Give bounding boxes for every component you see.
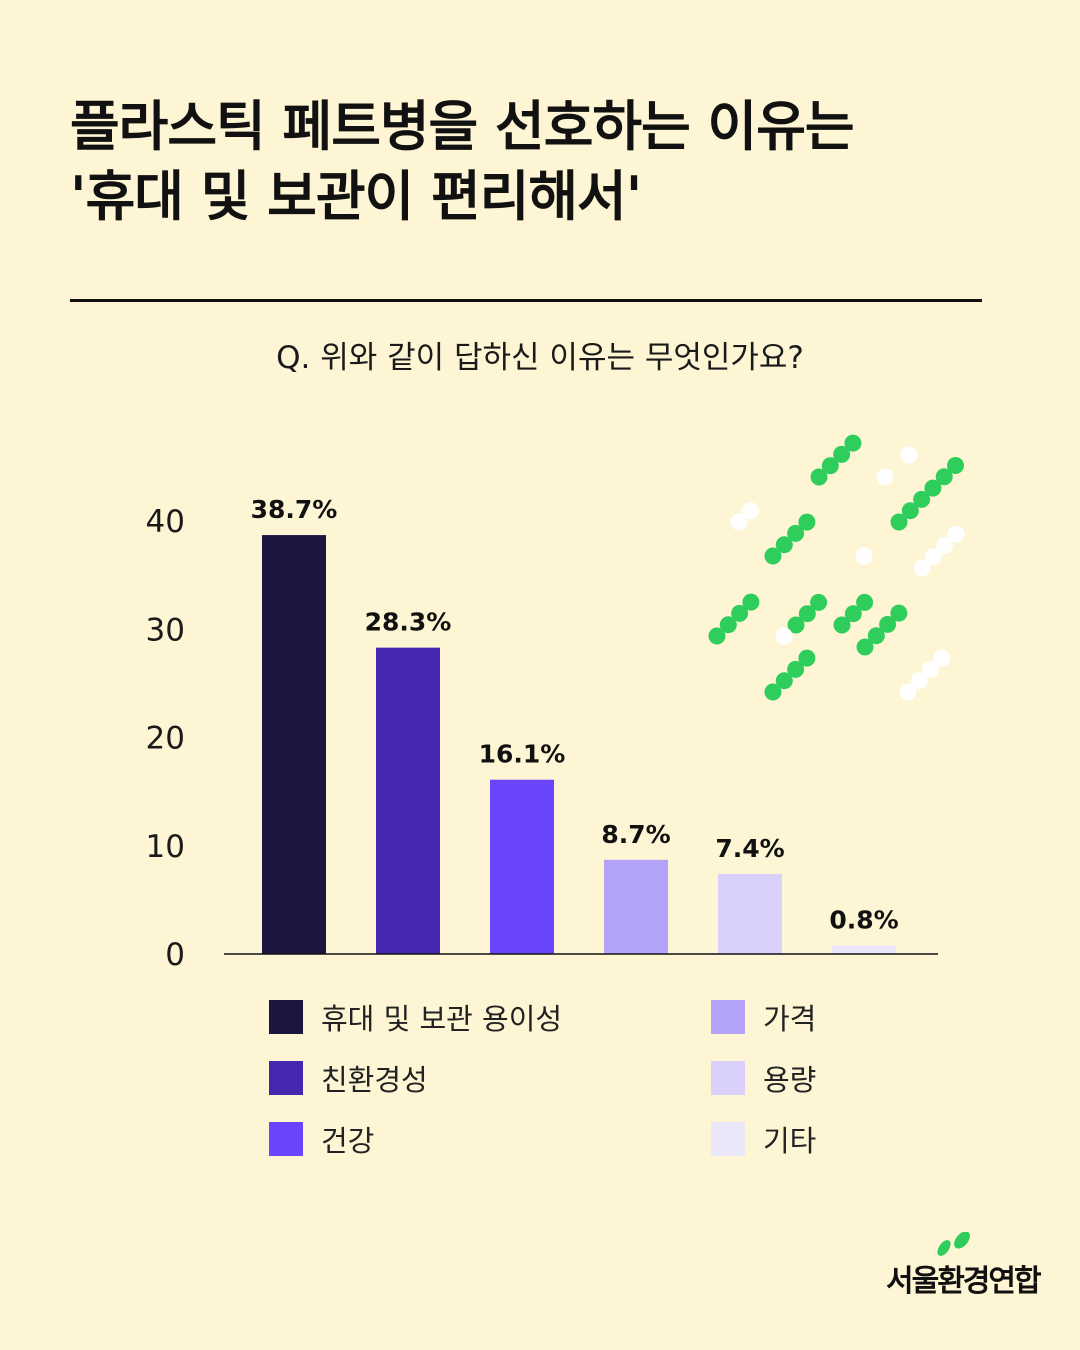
decor-dot-32 [730, 513, 748, 531]
legend-item-0: 휴대 및 보관 용이성 [269, 999, 563, 1036]
legend-label: 가격 [763, 1002, 817, 1036]
legend-swatch [711, 1122, 745, 1156]
decor-dot-11 [742, 593, 760, 611]
decor-dot-34 [876, 468, 894, 486]
legend-item-2: 건강 [269, 1121, 375, 1158]
bar-0 [262, 535, 326, 954]
decor-dot-25 [890, 604, 908, 622]
decor-dot-28 [913, 490, 931, 508]
decor-dot-4 [764, 547, 782, 565]
logo-text: 서울환경연합 [886, 1264, 1042, 1299]
decor-dot-35 [900, 446, 918, 464]
decor-dot-7 [798, 513, 816, 531]
bar-3 [604, 859, 668, 954]
decor-dot-36 [855, 547, 873, 565]
decor-dot-19 [833, 616, 851, 634]
title-divider [70, 299, 982, 302]
decor-dot-26 [890, 513, 908, 531]
title-line-2: '휴대 및 보관이 편리해서' [70, 165, 642, 228]
survey-question: Q. 위와 같이 답하신 이유는 무엇인가요? [276, 340, 804, 376]
decor-dot-15 [764, 683, 782, 701]
legend-item-1: 친환경성 [269, 1060, 428, 1097]
legend-item-3: 가격 [711, 999, 817, 1036]
bar-4 [718, 873, 782, 954]
bar-value-label-4: 7.4% [715, 834, 784, 863]
logo: 서울환경연합 [882, 1232, 1042, 1302]
legend-label: 건강 [321, 1124, 375, 1158]
legend-swatch [711, 1000, 745, 1034]
decor-dot-27 [901, 502, 919, 520]
decor-dot-41 [775, 627, 793, 645]
decor-dot-23 [867, 627, 885, 645]
y-tick-label-3: 30 [146, 612, 185, 648]
y-tick-label-0: 0 [165, 937, 185, 973]
decor-dot-44 [922, 660, 940, 678]
y-tick-label-4: 40 [146, 504, 185, 540]
legend-swatch [269, 1000, 303, 1034]
decor-dot-2 [833, 445, 851, 463]
decor-dot-5 [775, 536, 793, 554]
decor-dot-16 [775, 672, 793, 690]
decor-dot-24 [879, 615, 897, 633]
legend-label: 기타 [763, 1124, 817, 1158]
decor-dot-20 [844, 605, 862, 623]
bar-1 [376, 647, 440, 954]
legend-item-5: 기타 [711, 1121, 817, 1158]
bar-value-label-5: 0.8% [829, 905, 898, 934]
decor-dot-3 [844, 434, 862, 452]
decor-dot-38 [924, 548, 942, 566]
legend-swatch [711, 1061, 745, 1095]
y-tick-label-1: 10 [146, 829, 185, 865]
legend-label: 휴대 및 보관 용이성 [321, 1002, 563, 1036]
decor-dot-6 [787, 524, 805, 542]
decor-dot-31 [947, 457, 964, 474]
decor-dot-43 [910, 672, 928, 690]
decor-dot-14 [810, 593, 828, 611]
decor-dot-40 [947, 525, 965, 543]
decor-dot-22 [856, 638, 874, 656]
decor-dot-37 [913, 559, 931, 577]
bar-value-label-0: 38.7% [251, 495, 338, 524]
y-tick-label-2: 20 [146, 721, 185, 757]
legend-item-4: 용량 [711, 1060, 817, 1097]
decor-dot-17 [787, 660, 805, 678]
decor-dot-18 [798, 649, 816, 667]
leaf-icon [937, 1232, 970, 1256]
bar-5 [832, 945, 896, 954]
decor-dot-21 [856, 593, 874, 611]
bar-series: 38.7% 28.3% 16.1% 8.7% 7.4% 0.8% [251, 495, 899, 954]
decor-dot-29 [924, 479, 942, 497]
decor-dot-33 [741, 502, 759, 520]
dotted-diagonal-lines-icon [708, 434, 965, 701]
y-axis: 0 10 20 30 40 [146, 504, 185, 973]
decor-dot-39 [936, 536, 954, 554]
bar-value-label-2: 16.1% [479, 740, 566, 769]
decor-dot-12 [787, 616, 805, 634]
decor-dot-30 [935, 468, 953, 486]
decor-dot-0 [810, 468, 828, 486]
decor-dot-13 [798, 605, 816, 623]
title-line-1: 플라스틱 페트병을 선호하는 이유는 [70, 95, 855, 158]
bar-value-label-3: 8.7% [601, 820, 670, 849]
page-title: 플라스틱 페트병을 선호하는 이유는 '휴대 및 보관이 편리해서' [70, 92, 1010, 232]
decor-dot-1 [821, 457, 839, 475]
bar-2 [490, 779, 554, 954]
legend-label: 친환경성 [321, 1063, 428, 1097]
decor-dot-10 [731, 604, 749, 622]
legend-swatch [269, 1122, 303, 1156]
decor-dot-42 [899, 683, 917, 701]
decor-dot-9 [719, 616, 737, 634]
legend-label: 용량 [763, 1063, 817, 1097]
decor-dot-45 [933, 649, 951, 667]
bar-value-label-1: 28.3% [365, 608, 452, 637]
decor-dot-8 [708, 627, 726, 645]
legend-swatch [269, 1061, 303, 1095]
